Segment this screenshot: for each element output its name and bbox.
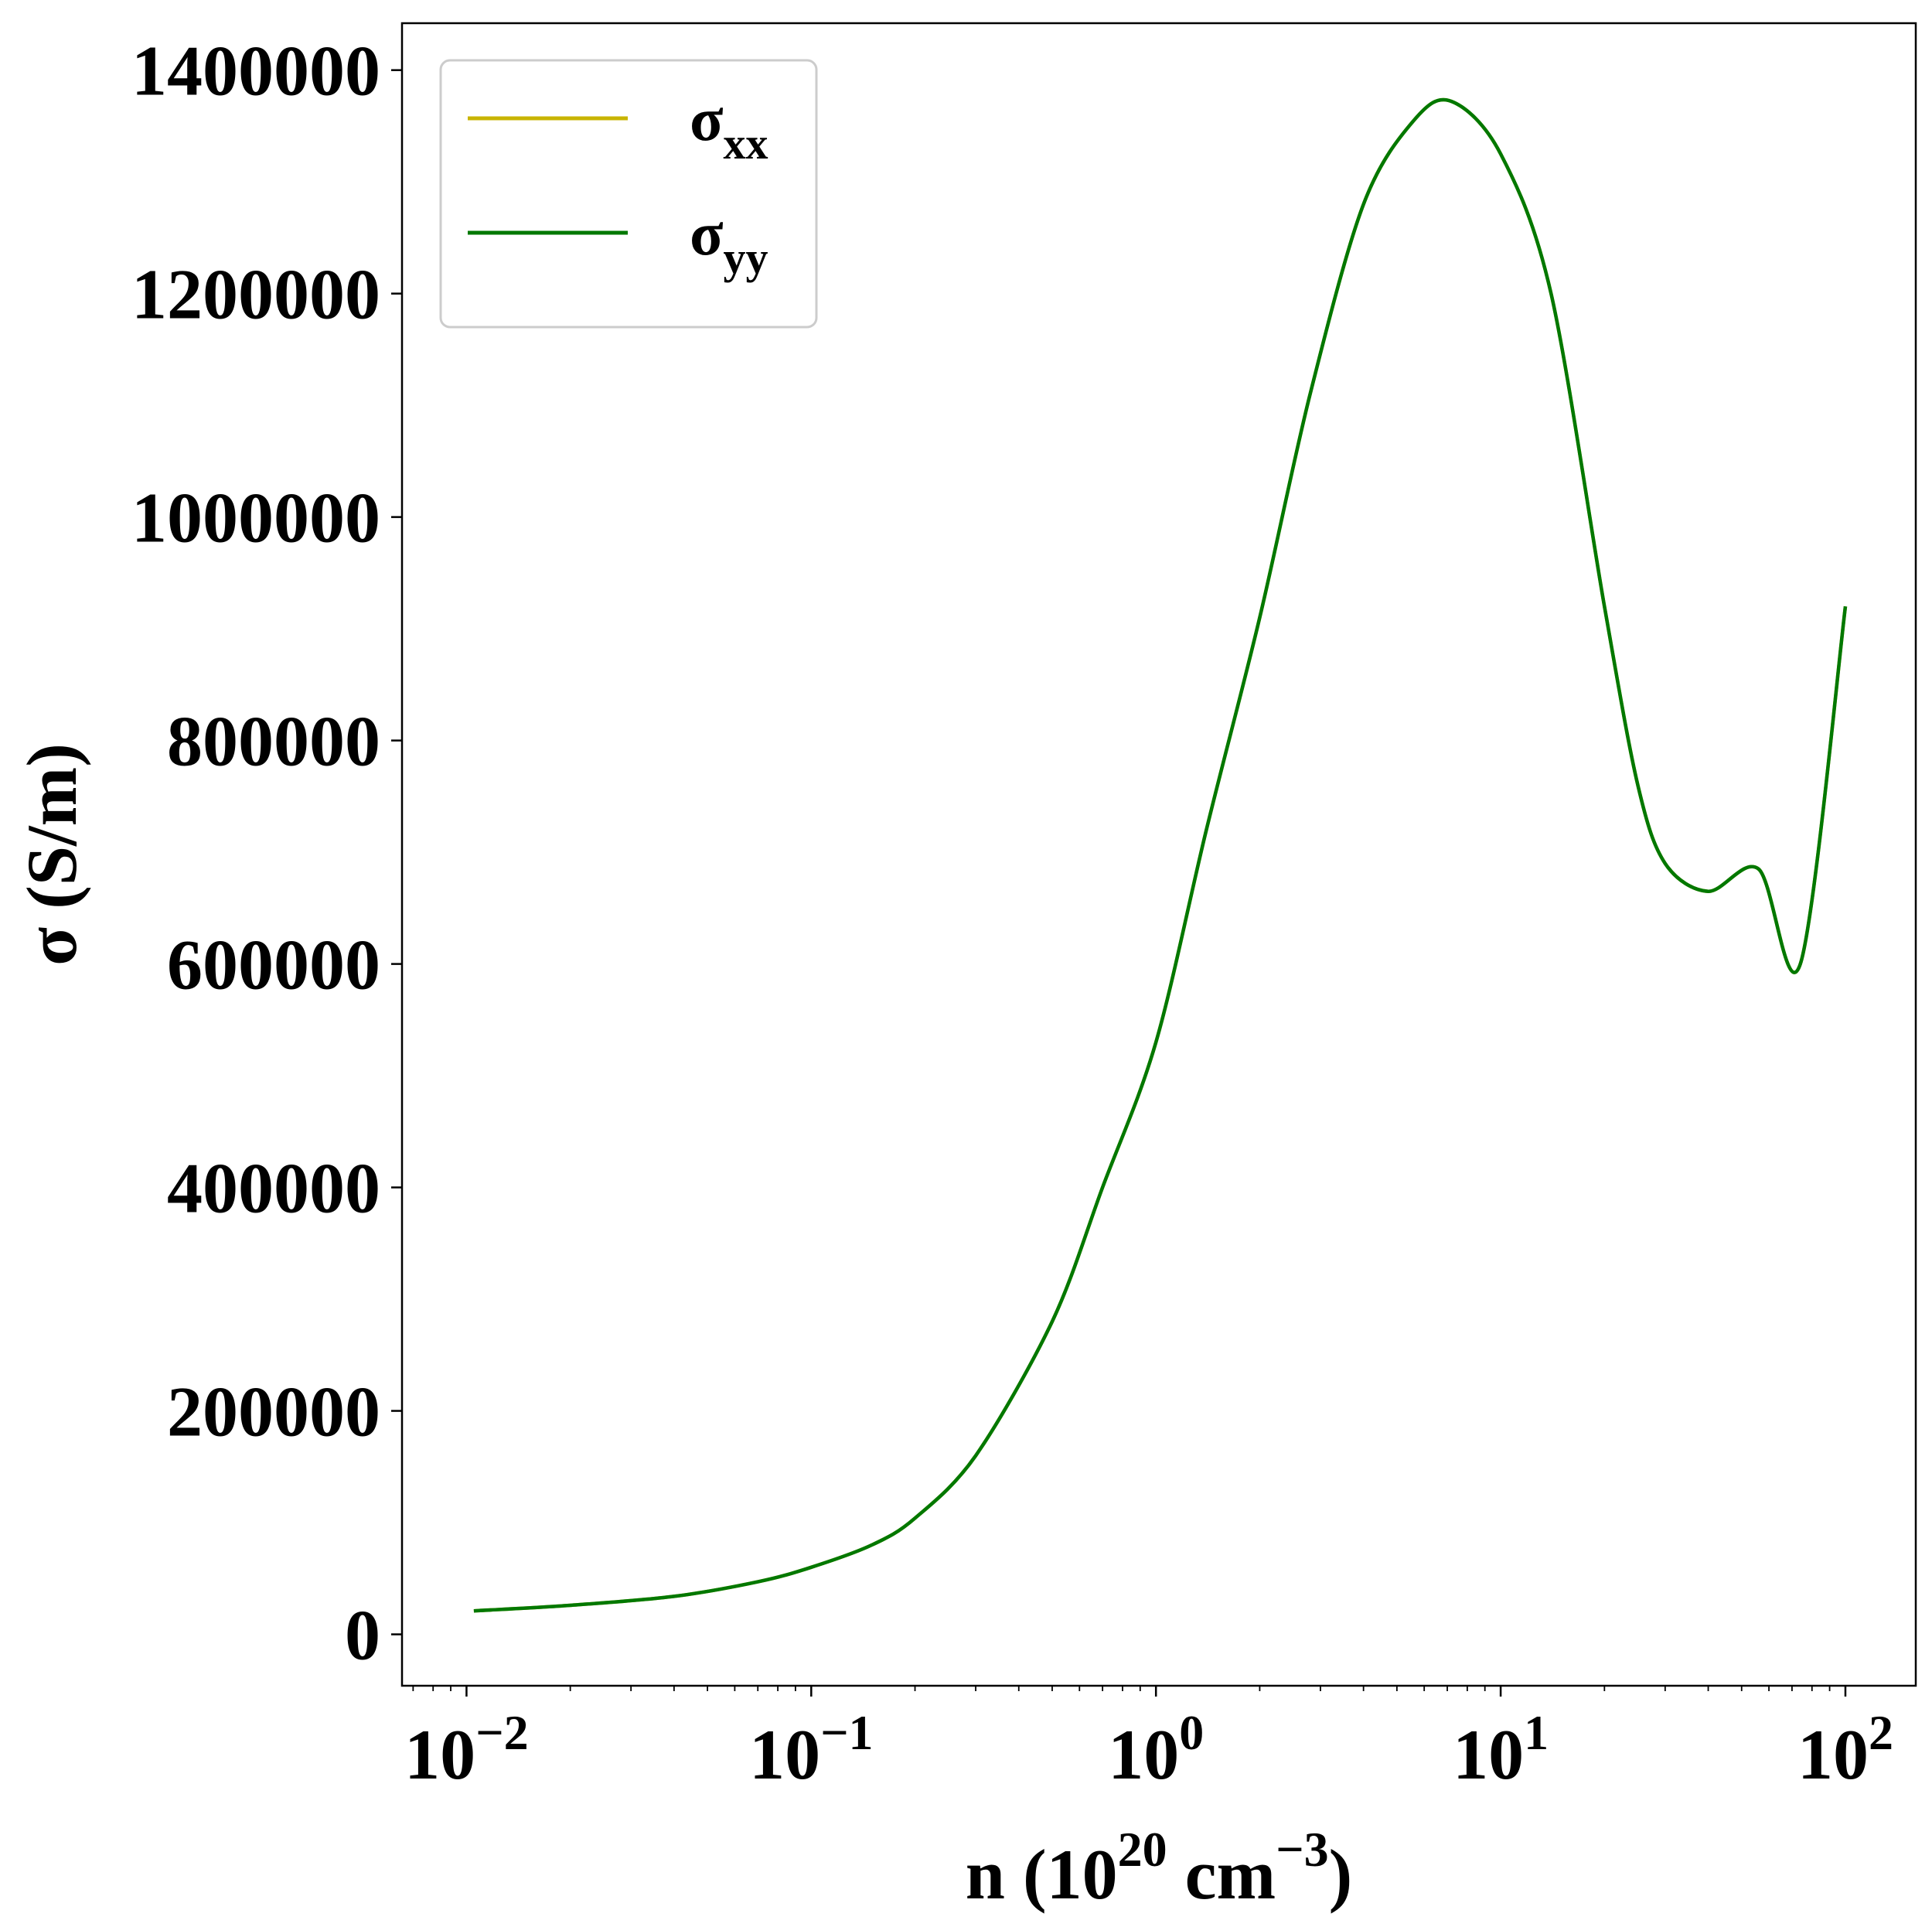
y-tick-label: 1200000 bbox=[131, 255, 380, 334]
legend-label-yy: σyy bbox=[690, 200, 768, 283]
y-tick-label: 400000 bbox=[167, 1149, 380, 1228]
y-axis-label: σ (S/m) bbox=[12, 743, 91, 966]
y-tick-label: 1400000 bbox=[131, 32, 380, 111]
x-tick-label: 100 bbox=[1108, 1705, 1204, 1794]
legend-label-xx: σxx bbox=[690, 86, 768, 169]
x-tick-label: 101 bbox=[1453, 1705, 1549, 1794]
legend: σxx σyy bbox=[439, 59, 818, 329]
y-axis-title: σ (S/m) bbox=[12, 743, 91, 966]
y-tick-label: 0 bbox=[345, 1596, 380, 1675]
legend-box bbox=[439, 59, 818, 329]
x-axis-label: n (1020 cm−3) bbox=[966, 1822, 1352, 1914]
y-tick-label: 600000 bbox=[167, 926, 380, 1004]
plot-area-frame bbox=[400, 22, 1917, 1687]
y-tick-label: 800000 bbox=[167, 702, 380, 781]
x-axis-title: n (1020 cm−3) bbox=[966, 1822, 1352, 1914]
axis-ticks: 10−2 10−1 100 101 102 0 200000 400000 600000 8000… bbox=[131, 32, 1893, 1794]
x-tick-label: 10−2 bbox=[404, 1705, 528, 1794]
series-line-yy bbox=[473, 97, 1848, 1613]
series-lines bbox=[473, 97, 1848, 1613]
x-tick-label: 10−1 bbox=[749, 1705, 873, 1794]
x-tick-label: 102 bbox=[1797, 1705, 1893, 1794]
y-tick-label: 200000 bbox=[167, 1373, 380, 1451]
y-tick-label: 1000000 bbox=[131, 479, 380, 558]
